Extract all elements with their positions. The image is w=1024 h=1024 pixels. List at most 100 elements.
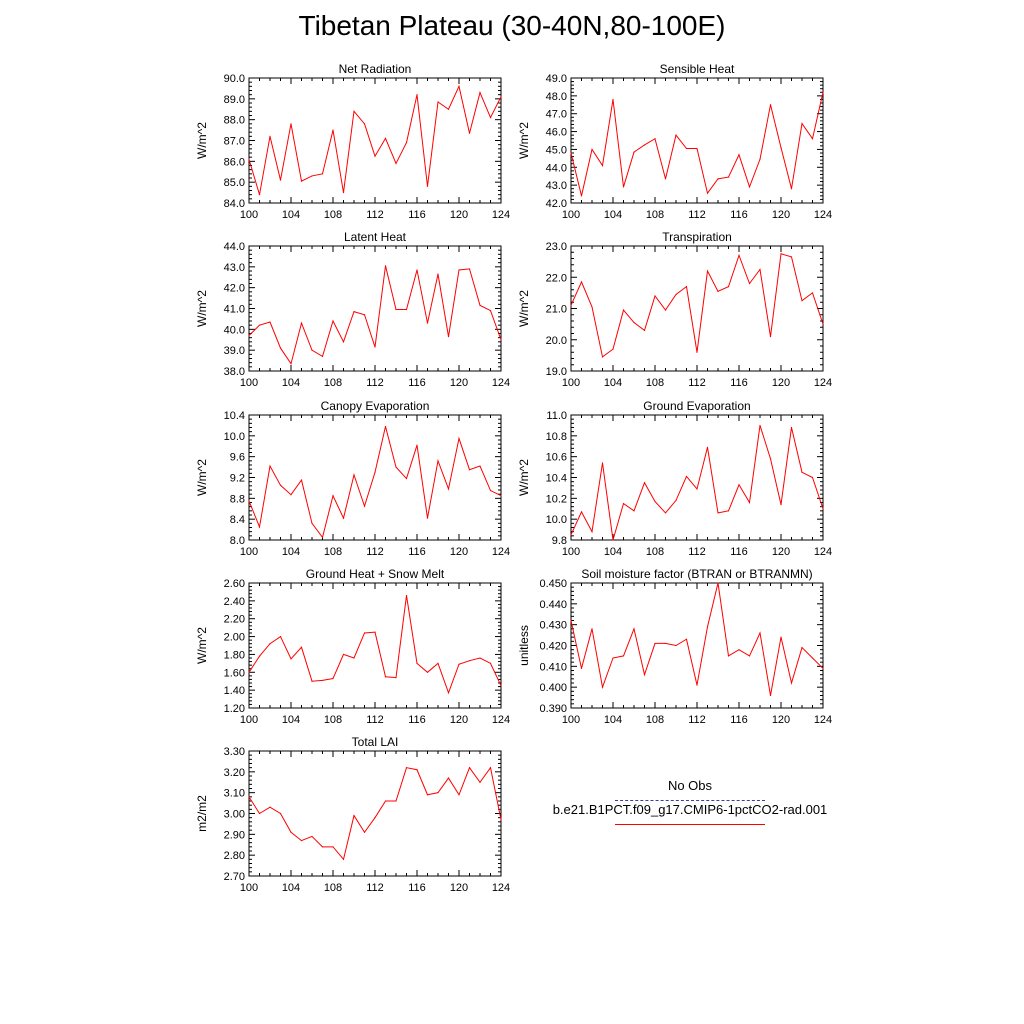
data-point bbox=[489, 309, 492, 312]
data-point bbox=[311, 680, 313, 682]
data-point bbox=[332, 846, 334, 848]
chart-panel: 100 104 108 112 116 120 124 42.0 43.0 44.0 45.0 46.… bbox=[517, 62, 832, 221]
data-point bbox=[489, 767, 492, 769]
data-point bbox=[633, 151, 635, 153]
data-point bbox=[426, 185, 429, 187]
data-point bbox=[468, 132, 471, 134]
y-tick-label: 2.90 bbox=[224, 829, 245, 841]
data-point bbox=[696, 488, 698, 490]
data-point bbox=[811, 138, 814, 140]
data-point bbox=[601, 462, 604, 464]
data-point bbox=[706, 270, 709, 272]
x-tick-label: 124 bbox=[814, 377, 832, 389]
data-point bbox=[405, 767, 408, 769]
data-point bbox=[612, 539, 614, 541]
data-point bbox=[738, 649, 740, 651]
y-tick-label: 44.0 bbox=[546, 162, 567, 174]
x-tick-label: 116 bbox=[408, 714, 426, 726]
data-point bbox=[248, 158, 250, 160]
data-point bbox=[311, 349, 313, 351]
x-tick-label: 120 bbox=[450, 377, 468, 389]
y-tick-label: 0.450 bbox=[539, 578, 567, 590]
chart-panel: 100 104 108 112 116 120 124 0.390 0.400 0.410 0.42… bbox=[517, 567, 832, 726]
data-point bbox=[643, 329, 646, 331]
data-point bbox=[458, 437, 460, 440]
y-axis-label: W/m^2 bbox=[195, 290, 209, 327]
x-tick-label: 112 bbox=[688, 546, 706, 558]
data-point bbox=[479, 91, 481, 94]
x-tick-label: 108 bbox=[324, 209, 342, 221]
data-point bbox=[321, 846, 324, 848]
x-tick-label: 104 bbox=[604, 546, 622, 558]
data-point bbox=[321, 173, 324, 175]
x-tick-label: 116 bbox=[730, 209, 748, 221]
legend-label-obs: No Obs bbox=[667, 778, 713, 793]
y-axis-label: W/m^2 bbox=[517, 290, 531, 327]
data-point bbox=[300, 839, 303, 842]
data-point bbox=[500, 495, 502, 497]
data-point bbox=[416, 444, 418, 446]
data-point bbox=[405, 308, 408, 311]
y-axis-label: unitless bbox=[517, 625, 531, 666]
x-tick-label: 104 bbox=[604, 377, 622, 389]
chart-panel: 100 104 108 112 116 120 124 2.70 2.80 2.90 3.00 3.1… bbox=[195, 735, 510, 894]
data-point bbox=[248, 334, 250, 337]
panel-title: Net Radiation bbox=[339, 62, 412, 76]
data-point bbox=[706, 446, 709, 448]
data-point bbox=[727, 655, 730, 657]
data-point bbox=[601, 686, 604, 688]
data-point bbox=[633, 321, 635, 324]
data-point bbox=[269, 465, 271, 467]
plot-frame bbox=[570, 582, 824, 709]
panel-title: Ground Heat + Snow Melt bbox=[306, 567, 445, 581]
y-tick-label: 3.20 bbox=[224, 767, 245, 779]
data-point bbox=[269, 806, 271, 808]
y-tick-label: 85.0 bbox=[224, 177, 245, 189]
data-point bbox=[468, 767, 471, 769]
data-point bbox=[290, 831, 292, 833]
data-point bbox=[363, 831, 366, 833]
x-tick-label: 104 bbox=[282, 714, 300, 726]
data-point bbox=[622, 186, 625, 188]
data-point bbox=[717, 582, 719, 584]
data-point bbox=[790, 426, 793, 429]
data-point bbox=[405, 594, 408, 597]
data-point bbox=[759, 424, 761, 427]
y-tick-label: 10.4 bbox=[224, 410, 245, 422]
data-point bbox=[738, 484, 740, 486]
data-point bbox=[437, 101, 439, 103]
data-point bbox=[633, 628, 635, 630]
data-point bbox=[790, 256, 793, 258]
x-tick-label: 116 bbox=[730, 546, 748, 558]
data-point bbox=[822, 667, 824, 670]
data-point bbox=[685, 286, 688, 288]
data-point bbox=[622, 309, 625, 311]
data-point bbox=[384, 265, 387, 267]
data-point bbox=[717, 512, 719, 514]
y-tick-label: 8.4 bbox=[230, 514, 245, 526]
data-point bbox=[769, 104, 772, 106]
y-tick-label: 1.20 bbox=[224, 703, 245, 715]
data-point bbox=[311, 175, 313, 177]
data-point bbox=[342, 858, 345, 860]
data-point bbox=[489, 662, 492, 664]
x-tick-label: 108 bbox=[324, 882, 342, 894]
data-point bbox=[500, 96, 502, 98]
x-tick-label: 100 bbox=[562, 209, 580, 221]
chart-panel: 100 104 108 112 116 120 124 38.0 39.0 40.0 41.0 42.… bbox=[195, 230, 510, 389]
x-tick-label: 112 bbox=[688, 377, 706, 389]
y-tick-label: 42.0 bbox=[546, 198, 567, 210]
data-point bbox=[591, 148, 593, 151]
data-point bbox=[447, 692, 450, 694]
x-tick-label: 112 bbox=[366, 882, 384, 894]
chart-panel: 100 104 108 112 116 120 124 84.0 85.0 86.0 87.0 88.… bbox=[195, 62, 510, 221]
data-point bbox=[437, 273, 439, 275]
y-tick-label: 42.0 bbox=[224, 283, 245, 295]
data-point bbox=[696, 147, 698, 150]
data-point bbox=[601, 164, 604, 167]
data-point bbox=[654, 295, 656, 297]
data-point bbox=[363, 123, 366, 125]
x-tick-label: 112 bbox=[366, 209, 384, 221]
y-tick-label: 48.0 bbox=[546, 91, 567, 103]
data-point bbox=[374, 346, 376, 348]
